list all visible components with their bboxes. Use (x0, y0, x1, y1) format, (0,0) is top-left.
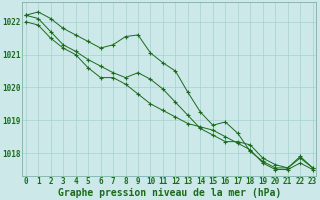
X-axis label: Graphe pression niveau de la mer (hPa): Graphe pression niveau de la mer (hPa) (58, 188, 281, 198)
